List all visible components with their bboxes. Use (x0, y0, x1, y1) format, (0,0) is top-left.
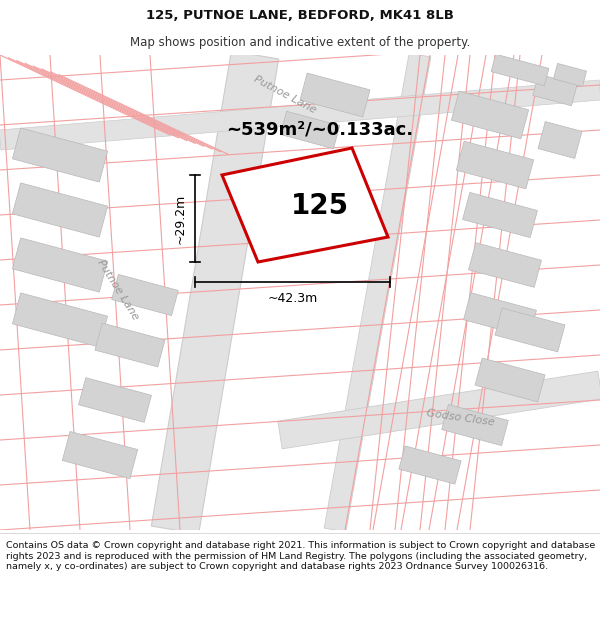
Polygon shape (442, 404, 508, 446)
Text: 125, PUTNOE LANE, BEDFORD, MK41 8LB: 125, PUTNOE LANE, BEDFORD, MK41 8LB (146, 9, 454, 22)
Text: Putnoe Lane: Putnoe Lane (95, 258, 140, 322)
Polygon shape (475, 358, 545, 402)
Text: Contains OS data © Crown copyright and database right 2021. This information is : Contains OS data © Crown copyright and d… (6, 541, 595, 571)
Polygon shape (495, 308, 565, 352)
Polygon shape (151, 51, 278, 534)
Polygon shape (13, 128, 107, 182)
Text: Putnoe Lane: Putnoe Lane (252, 74, 318, 116)
Polygon shape (324, 53, 431, 532)
Polygon shape (553, 63, 587, 87)
Polygon shape (300, 73, 370, 117)
Polygon shape (222, 148, 388, 262)
Polygon shape (451, 91, 529, 139)
Text: ~539m²/~0.133ac.: ~539m²/~0.133ac. (226, 121, 413, 139)
Polygon shape (62, 431, 137, 479)
Polygon shape (491, 54, 549, 86)
Polygon shape (79, 378, 151, 423)
Polygon shape (13, 238, 107, 292)
Polygon shape (399, 446, 461, 484)
Text: Map shows position and indicative extent of the property.: Map shows position and indicative extent… (130, 36, 470, 49)
Polygon shape (278, 371, 600, 449)
Polygon shape (464, 292, 536, 338)
Polygon shape (280, 111, 340, 149)
Polygon shape (533, 74, 577, 106)
Polygon shape (13, 293, 107, 347)
Text: 125: 125 (291, 191, 349, 219)
Polygon shape (457, 141, 533, 189)
Polygon shape (0, 80, 600, 150)
Text: ~29.2m: ~29.2m (174, 193, 187, 244)
Polygon shape (463, 192, 538, 238)
Text: ~42.3m: ~42.3m (268, 292, 317, 305)
Polygon shape (95, 323, 165, 367)
Text: Godso Close: Godso Close (425, 408, 495, 428)
Polygon shape (112, 274, 178, 316)
Polygon shape (469, 242, 541, 288)
Polygon shape (538, 121, 582, 159)
Polygon shape (13, 183, 107, 237)
